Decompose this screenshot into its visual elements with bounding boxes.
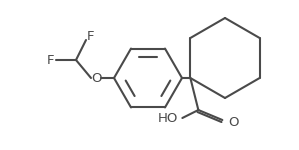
Text: O: O	[228, 116, 239, 129]
Text: F: F	[87, 30, 94, 42]
Text: F: F	[47, 54, 54, 66]
Text: HO: HO	[158, 112, 179, 126]
Text: O: O	[91, 72, 101, 84]
